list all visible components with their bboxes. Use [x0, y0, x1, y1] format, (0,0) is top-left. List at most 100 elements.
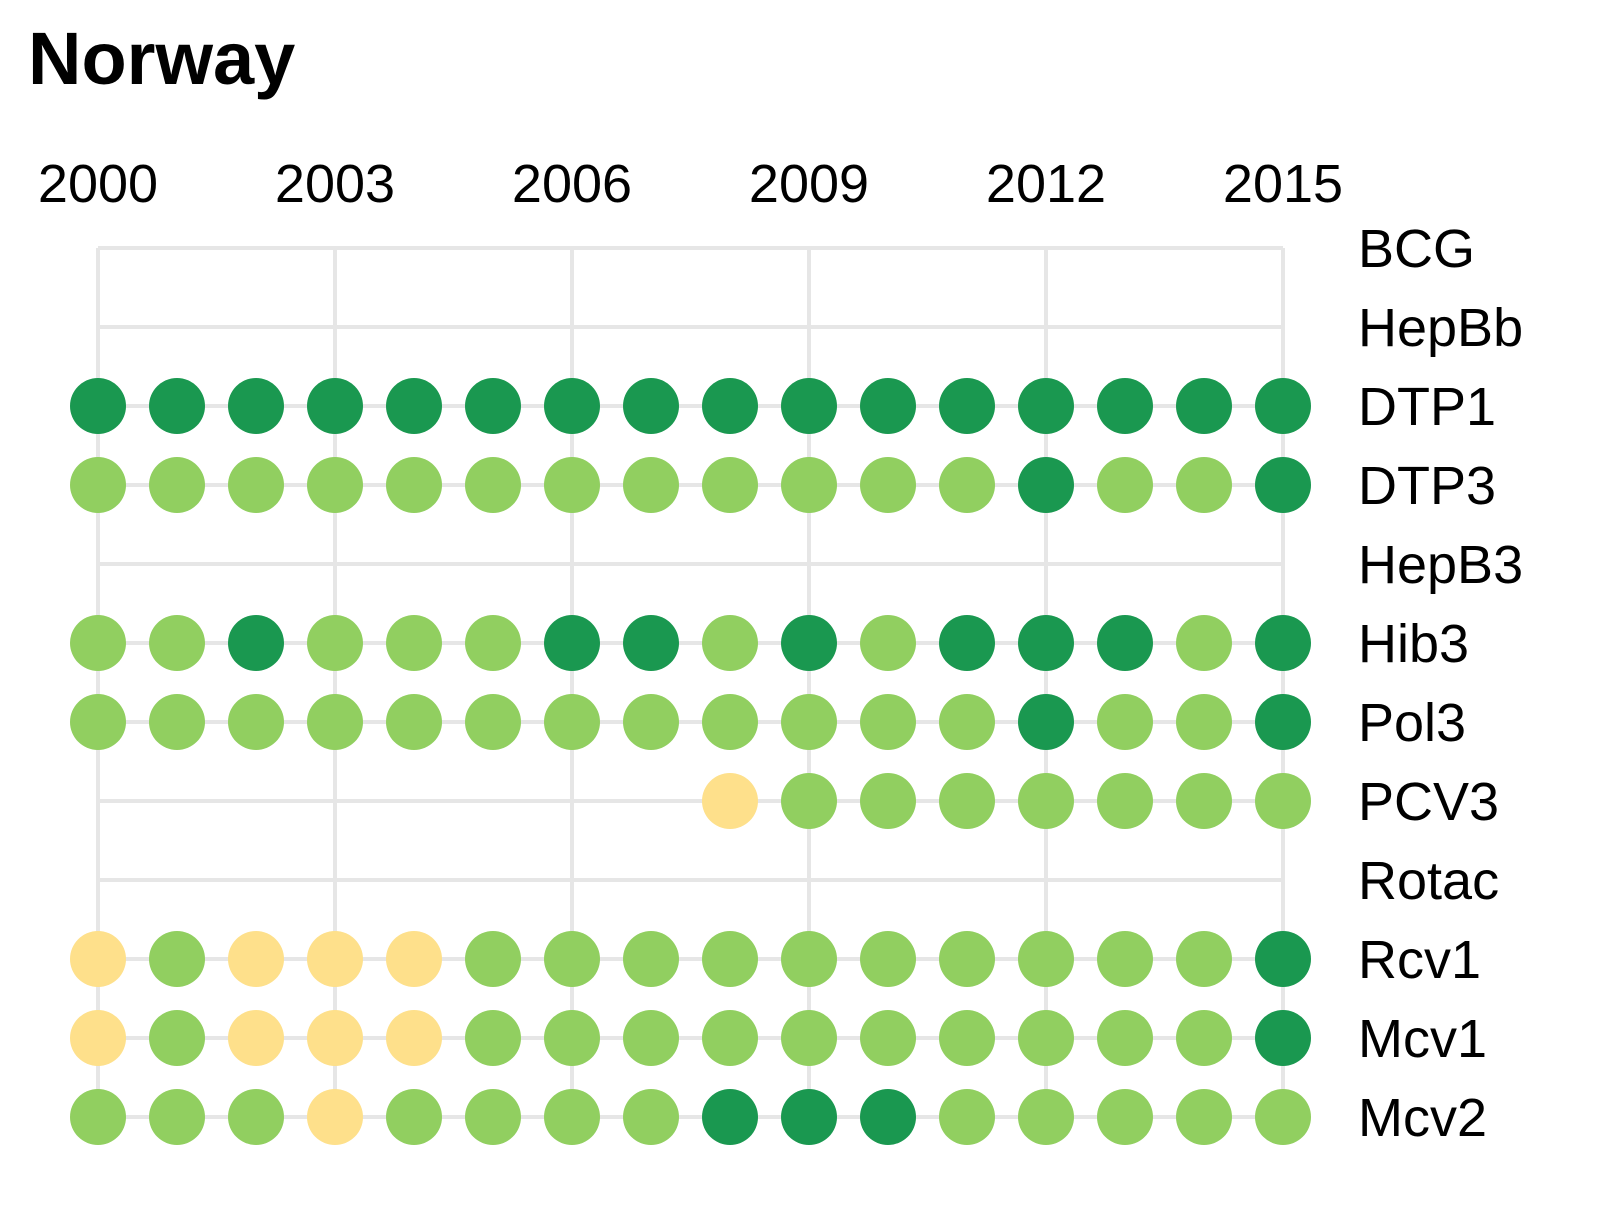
dot-mcv2-2007	[623, 1089, 679, 1145]
dot-mcv1-2006	[544, 1010, 600, 1066]
row-labels: BCG HepBb DTP1 DTP3 HepB3 Hib3 Pol3 PCV3 Rotac Rc…	[1358, 219, 1523, 1148]
dot-dtp3-2015	[1255, 457, 1311, 513]
dot-rcv1-2015	[1255, 931, 1311, 987]
dot-dtp3-2006	[544, 457, 600, 513]
dot-pol3-2011	[939, 694, 995, 750]
dot-dtp1-2003	[307, 378, 363, 434]
dot-dtp1-2001	[149, 378, 205, 434]
dot-pcv3-2009	[781, 773, 837, 829]
dot-hib3-2000	[70, 615, 126, 671]
row-label-pol3: Pol3	[1358, 693, 1466, 753]
dot-hib3-2011	[939, 615, 995, 671]
dot-mcv1-2000	[70, 1010, 126, 1066]
dot-mcv2-2001	[149, 1089, 205, 1145]
dot-rcv1-2001	[149, 931, 205, 987]
dot-rcv1-2013	[1097, 931, 1153, 987]
dot-hib3-2007	[623, 615, 679, 671]
dot-mcv2-2014	[1176, 1089, 1232, 1145]
dot-hib3-2014	[1176, 615, 1232, 671]
dot-rcv1-2009	[781, 931, 837, 987]
dot-dtp3-2008	[702, 457, 758, 513]
dot-dtp1-2004	[386, 378, 442, 434]
dot-hib3-2005	[465, 615, 521, 671]
dot-rcv1-2003	[307, 931, 363, 987]
dot-rcv1-2005	[465, 931, 521, 987]
dot-dtp3-2004	[386, 457, 442, 513]
dot-pol3-2012	[1018, 694, 1074, 750]
dot-rcv1-2010	[860, 931, 916, 987]
dot-mcv2-2013	[1097, 1089, 1153, 1145]
dot-dtp3-2001	[149, 457, 205, 513]
dot-pol3-2007	[623, 694, 679, 750]
chart-title: Norway	[28, 17, 296, 100]
row-label-mcv1: Mcv1	[1358, 1009, 1487, 1069]
dot-pol3-2013	[1097, 694, 1153, 750]
dot-mcv2-2002	[228, 1089, 284, 1145]
dot-pol3-2015	[1255, 694, 1311, 750]
dot-pol3-2014	[1176, 694, 1232, 750]
dot-mcv1-2005	[465, 1010, 521, 1066]
row-label-hepb3: HepB3	[1358, 535, 1523, 595]
dot-rcv1-2000	[70, 931, 126, 987]
dot-mcv1-2013	[1097, 1010, 1153, 1066]
x-tick-label: 2009	[749, 154, 869, 214]
dot-mcv1-2007	[623, 1010, 679, 1066]
dot-mcv2-2005	[465, 1089, 521, 1145]
dot-pcv3-2012	[1018, 773, 1074, 829]
dot-pol3-2001	[149, 694, 205, 750]
row-label-dtp3: DTP3	[1358, 456, 1496, 516]
dot-pcv3-2010	[860, 773, 916, 829]
row-label-pcv3: PCV3	[1358, 772, 1499, 832]
dot-dtp3-2009	[781, 457, 837, 513]
dot-rcv1-2012	[1018, 931, 1074, 987]
dot-hib3-2013	[1097, 615, 1153, 671]
dot-dtp1-2010	[860, 378, 916, 434]
dot-dtp3-2010	[860, 457, 916, 513]
row-label-rotac: Rotac	[1358, 851, 1499, 911]
dot-pcv3-2013	[1097, 773, 1153, 829]
dot-mcv1-2008	[702, 1010, 758, 1066]
dot-mcv1-2009	[781, 1010, 837, 1066]
dot-hib3-2009	[781, 615, 837, 671]
dot-dtp3-2003	[307, 457, 363, 513]
dot-pcv3-2008	[702, 773, 758, 829]
dot-dtp3-2000	[70, 457, 126, 513]
dot-dtp1-2000	[70, 378, 126, 434]
dot-dtp1-2015	[1255, 378, 1311, 434]
dot-mcv1-2002	[228, 1010, 284, 1066]
dot-pol3-2003	[307, 694, 363, 750]
dot-rcv1-2008	[702, 931, 758, 987]
dot-rcv1-2014	[1176, 931, 1232, 987]
x-tick-label: 2000	[38, 154, 158, 214]
dot-hib3-2010	[860, 615, 916, 671]
dot-mcv2-2008	[702, 1089, 758, 1145]
dot-hib3-2008	[702, 615, 758, 671]
dot-mcv2-2015	[1255, 1089, 1311, 1145]
dot-pol3-2005	[465, 694, 521, 750]
dot-mcv2-2009	[781, 1089, 837, 1145]
dot-mcv2-2003	[307, 1089, 363, 1145]
dot-dtp1-2011	[939, 378, 995, 434]
dot-mcv1-2015	[1255, 1010, 1311, 1066]
dot-pcv3-2014	[1176, 773, 1232, 829]
dot-pcv3-2011	[939, 773, 995, 829]
dot-rcv1-2002	[228, 931, 284, 987]
dot-pol3-2000	[70, 694, 126, 750]
dot-mcv1-2010	[860, 1010, 916, 1066]
dot-mcv1-2003	[307, 1010, 363, 1066]
dot-hib3-2006	[544, 615, 600, 671]
dot-dtp3-2012	[1018, 457, 1074, 513]
row-label-bcg: BCG	[1358, 219, 1475, 279]
dot-mcv2-2000	[70, 1089, 126, 1145]
dot-dtp1-2006	[544, 378, 600, 434]
dot-rcv1-2006	[544, 931, 600, 987]
dot-mcv1-2004	[386, 1010, 442, 1066]
dot-rcv1-2007	[623, 931, 679, 987]
row-label-rcv1: Rcv1	[1358, 930, 1481, 990]
dots	[70, 378, 1311, 1145]
dot-dtp3-2002	[228, 457, 284, 513]
dot-pol3-2009	[781, 694, 837, 750]
dot-dtp1-2014	[1176, 378, 1232, 434]
dot-hib3-2012	[1018, 615, 1074, 671]
